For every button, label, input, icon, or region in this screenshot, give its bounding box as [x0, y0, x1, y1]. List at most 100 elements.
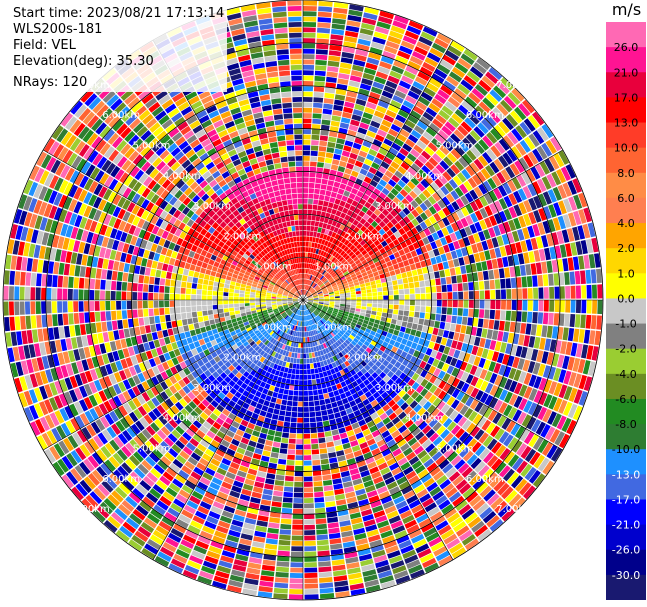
velocity-gate [379, 95, 391, 104]
velocity-gate [373, 188, 381, 196]
velocity-gate [449, 232, 458, 242]
velocity-gate [281, 399, 288, 406]
velocity-gate [337, 188, 345, 195]
velocity-gate [303, 204, 308, 209]
velocity-gate [358, 33, 373, 41]
velocity-gate [348, 9, 363, 17]
velocity-gate [435, 278, 441, 286]
velocity-gate [317, 17, 332, 23]
velocity-gate [303, 380, 308, 386]
velocity-gate [340, 230, 347, 237]
velocity-gate [266, 533, 279, 540]
velocity-gate [367, 224, 375, 232]
velocity-gate [343, 271, 349, 276]
velocity-gate [296, 364, 300, 369]
velocity-gate [313, 486, 324, 492]
velocity-gate [327, 522, 339, 529]
velocity-gate [324, 195, 330, 202]
velocity-gate [542, 191, 552, 205]
velocity-gate [454, 145, 465, 156]
velocity-gate [323, 393, 330, 399]
velocity-gate [417, 71, 431, 82]
velocity-gate [528, 197, 537, 211]
velocity-gate [567, 257, 574, 271]
velocity-gate [53, 327, 60, 340]
velocity-gate [323, 217, 329, 224]
velocity-gate [25, 315, 32, 330]
velocity-gate [374, 76, 387, 85]
velocity-gate [482, 270, 489, 280]
velocity-gate [486, 148, 497, 161]
velocity-gate [353, 279, 359, 284]
velocity-gate [410, 250, 418, 258]
velocity-gate [303, 48, 315, 54]
velocity-gate [356, 43, 370, 52]
velocity-gate [137, 309, 144, 318]
velocity-gate [403, 283, 409, 289]
velocity-gate [420, 91, 433, 102]
velocity-gate [329, 270, 335, 275]
velocity-gate [361, 259, 368, 265]
velocity-gate [326, 275, 332, 280]
velocity-gate [406, 25, 422, 36]
velocity-gate [353, 183, 361, 190]
velocity-gate [312, 283, 316, 288]
velocity-gate [303, 27, 316, 33]
velocity-gate [332, 251, 337, 257]
velocity-gate [14, 301, 20, 316]
velocity-gate [258, 586, 273, 593]
velocity-gate [321, 286, 327, 291]
velocity-gate [309, 269, 313, 275]
velocity-gate [303, 21, 317, 28]
velocity-gate [313, 277, 318, 282]
velocity-gate [410, 300, 415, 306]
velocity-gate [373, 208, 381, 216]
velocity-gate [387, 75, 400, 85]
velocity-gate [320, 262, 324, 268]
velocity-gate [299, 332, 302, 337]
velocity-gate [341, 150, 351, 158]
velocity-gate [333, 569, 347, 577]
velocity-gate [434, 93, 447, 105]
velocity-gate [370, 143, 380, 152]
velocity-gate [303, 123, 312, 129]
velocity-gate [314, 81, 325, 87]
velocity-gate [384, 183, 394, 192]
velocity-gate [316, 232, 321, 238]
velocity-gate [500, 310, 506, 321]
velocity-gate [366, 57, 380, 66]
velocity-gate [314, 278, 319, 283]
velocity-gate [338, 73, 350, 80]
velocity-gate [345, 297, 351, 300]
velocity-gate [422, 26, 438, 37]
velocity-gate [366, 306, 372, 311]
velocity-gate [331, 385, 338, 391]
velocity-gate [551, 171, 562, 186]
velocity-gate [315, 518, 327, 524]
velocity-gate [477, 155, 489, 167]
velocity-gate [143, 308, 149, 317]
velocity-gate [313, 231, 317, 237]
velocity-gate [372, 296, 378, 300]
velocity-gate [303, 16, 317, 22]
velocity-gate [387, 165, 397, 174]
velocity-gate [356, 305, 361, 309]
velocity-gate [382, 225, 390, 233]
velocity-gate [325, 501, 336, 508]
velocity-gate [519, 121, 532, 136]
velocity-gate [373, 31, 388, 40]
velocity-gate [339, 183, 347, 190]
velocity-gate [323, 271, 328, 276]
velocity-gate [494, 310, 501, 320]
velocity-gate [400, 254, 408, 262]
velocity-gate [62, 313, 69, 326]
velocity-gate [404, 288, 410, 295]
velocity-gate [324, 246, 330, 253]
velocity-gate [352, 64, 364, 72]
velocity-gate [308, 296, 313, 299]
velocity-gate [266, 434, 274, 441]
velocity-gate [521, 171, 531, 185]
velocity-gate [421, 165, 431, 175]
velocity-gate [318, 146, 327, 152]
velocity-gate [382, 233, 389, 240]
